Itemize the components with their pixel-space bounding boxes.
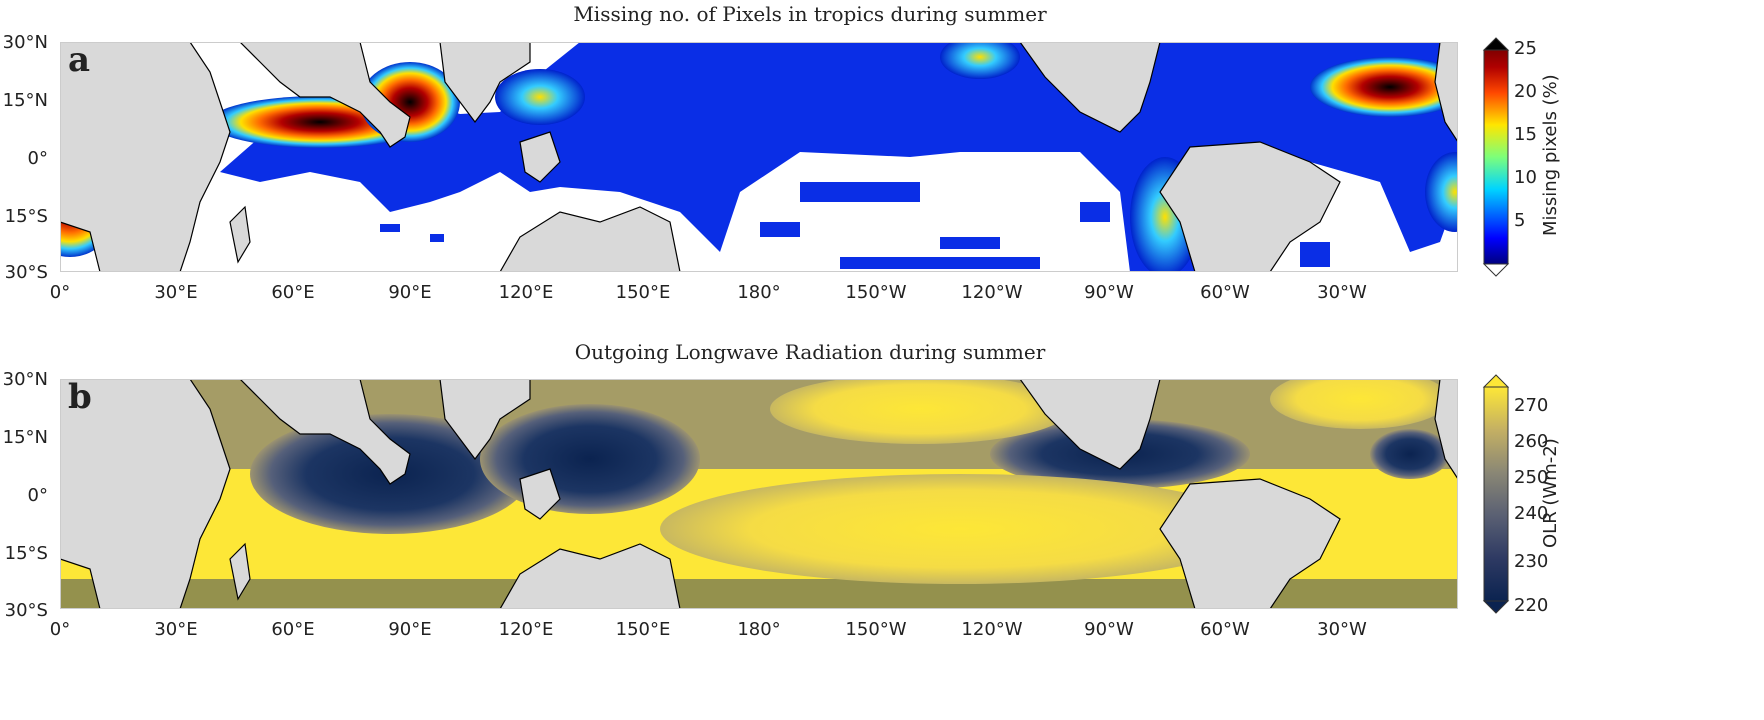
ytick-b-30s: 30°S (4, 600, 48, 621)
cbtick-a-15: 15 (1514, 124, 1537, 145)
cbtick-b-270: 270 (1514, 395, 1549, 416)
cbtick-a-25: 25 (1514, 38, 1537, 59)
xtick-b-120e: 120°E (498, 619, 554, 640)
ytick-b-30n: 30°N (2, 369, 48, 390)
land-southeast-asia (439, 42, 531, 123)
land-b-south-america (1159, 478, 1341, 609)
hotspot-atlantic (1310, 57, 1458, 117)
land-b-north-america (1019, 379, 1161, 470)
xtick-b-90w: 90°W (1084, 619, 1134, 640)
land-australia (499, 206, 681, 272)
land-masses (60, 42, 1458, 272)
colorbar-b (1482, 374, 1510, 614)
land-madagascar (229, 205, 251, 264)
xtick-b-60w: 60°W (1200, 619, 1250, 640)
xtick-a-30e: 30°E (154, 282, 198, 303)
cbtick-b-250: 250 (1514, 467, 1549, 488)
cbtick-a-5: 5 (1514, 210, 1526, 231)
land-b-arabia-india (239, 379, 411, 485)
colorbar-a-extend-max (1482, 37, 1510, 51)
xtick-b-150w: 150°W (845, 619, 907, 640)
colorbar-b-extend-min (1482, 600, 1510, 614)
cbtick-a-10: 10 (1514, 167, 1537, 188)
xtick-a-120w: 120°W (961, 282, 1023, 303)
colorbar-a-extend-min (1482, 263, 1510, 277)
colorbar-b-extend-max (1482, 374, 1510, 388)
xtick-b-180: 180° (737, 619, 781, 640)
cbtick-b-240: 240 (1514, 503, 1549, 524)
xtick-b-30e: 30°E (154, 619, 198, 640)
ytick-a-30n: 30°N (2, 32, 48, 53)
land-masses-b (60, 379, 1458, 609)
cbtick-a-20: 20 (1514, 81, 1537, 102)
hotspot-north-pacific (940, 42, 1020, 79)
xtick-a-60w: 60°W (1200, 282, 1250, 303)
panel-b-map (60, 379, 1458, 609)
colorbar-b-label: OLR (Wm-2) (1540, 438, 1561, 548)
land-borneo (519, 131, 561, 183)
xtick-b-150e: 150°E (615, 619, 671, 640)
panel-b-letter: b (68, 377, 92, 417)
land-b-west-africa-north (1434, 379, 1458, 481)
olr-high-south-pacific (660, 474, 1260, 584)
xtick-a-120e: 120°E (498, 282, 554, 303)
olr-low-west-pacific (480, 404, 700, 514)
hotspot-south-atlantic (1425, 152, 1458, 232)
olr-high-north-pacific (770, 379, 1070, 444)
xtick-b-90e: 90°E (388, 619, 432, 640)
panel-a-letter: a (68, 40, 91, 80)
land-b-madagascar (229, 542, 251, 601)
ytick-a-15s: 15°S (4, 206, 48, 227)
olr-low-atlantic (1370, 429, 1450, 479)
ytick-b-0: 0° (27, 485, 48, 506)
xtick-a-0: 0° (49, 282, 71, 303)
colorbar-a (1482, 37, 1510, 277)
xtick-a-90w: 90°W (1084, 282, 1134, 303)
cbtick-b-220: 220 (1514, 595, 1549, 616)
xtick-a-30w: 30°W (1317, 282, 1367, 303)
xtick-a-90e: 90°E (388, 282, 432, 303)
xtick-a-150w: 150°W (845, 282, 907, 303)
panel-a-title: Missing no. of Pixels in tropics during … (573, 2, 1047, 26)
xtick-b-0: 0° (49, 619, 71, 640)
cbtick-b-260: 260 (1514, 431, 1549, 452)
olr-high-north-atlantic (1270, 379, 1450, 429)
colorbar-a-label: Missing pixels (%) (1540, 74, 1561, 236)
panel-b-title: Outgoing Longwave Radiation during summe… (574, 340, 1046, 364)
land-b-africa (60, 379, 231, 609)
land-b-southeast-asia (439, 379, 531, 460)
ytick-b-15s: 15°S (4, 543, 48, 564)
map-frame (60, 42, 1458, 272)
xtick-b-30w: 30°W (1317, 619, 1367, 640)
land-west-africa-north (1434, 42, 1458, 144)
xtick-a-60e: 60°E (271, 282, 315, 303)
land-b-australia (499, 543, 681, 609)
xtick-a-150e: 150°E (615, 282, 671, 303)
colorbar-a-gradient (1483, 49, 1509, 265)
hotspot-south-china-sea (495, 69, 585, 125)
xtick-b-60e: 60°E (271, 619, 315, 640)
colorbar-b-gradient (1483, 386, 1509, 602)
ytick-a-30s: 30°S (4, 262, 48, 283)
map-frame-b (60, 379, 1458, 609)
ytick-a-0: 0° (27, 148, 48, 169)
panel-a-map (60, 42, 1458, 272)
land-b-borneo (519, 468, 561, 520)
land-africa (60, 42, 231, 272)
ytick-b-15n: 15°N (2, 427, 48, 448)
land-north-america (1019, 42, 1161, 133)
land-south-america (1159, 141, 1341, 272)
xtick-a-180: 180° (737, 282, 781, 303)
xtick-b-120w: 120°W (961, 619, 1023, 640)
land-arabia-india (239, 42, 411, 148)
ytick-a-15n: 15°N (2, 90, 48, 111)
cbtick-b-230: 230 (1514, 551, 1549, 572)
